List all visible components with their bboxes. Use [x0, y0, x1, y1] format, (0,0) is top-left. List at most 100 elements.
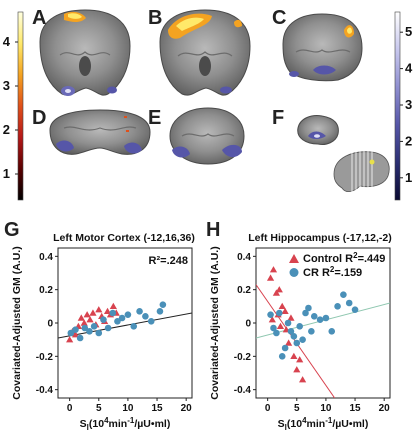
- data-point-circle: [345, 299, 353, 307]
- data-point-circle: [67, 329, 75, 337]
- data-point-circle: [273, 329, 280, 337]
- y-axis-label: Covariated-Adjusted GM (A.U.): [209, 246, 221, 399]
- data-point-triangle: [268, 316, 276, 323]
- slice-locator-inset: [333, 150, 390, 192]
- x-axis-label: Sl(104min-1/µU•ml): [278, 416, 369, 432]
- data-point-triangle: [95, 306, 103, 313]
- data-point-triangle: [77, 314, 85, 321]
- data-point-triangle: [290, 352, 298, 360]
- legend-label: Control R2=.449: [303, 251, 385, 265]
- panel-letter-e: E: [148, 107, 161, 129]
- legend-marker-circle: [289, 268, 299, 277]
- y-tick-label: 0.2: [39, 285, 53, 296]
- data-point-circle: [308, 328, 315, 335]
- data-point-circle: [340, 291, 347, 298]
- data-point-circle: [118, 314, 126, 322]
- data-point-circle: [299, 336, 306, 343]
- data-point-triangle: [285, 339, 293, 346]
- data-point-circle: [72, 326, 79, 333]
- legend-label: CR R2=.159: [303, 265, 362, 279]
- brain-slice-d: [49, 109, 151, 155]
- data-point-triangle: [272, 289, 280, 296]
- data-point-triangle: [103, 307, 112, 315]
- data-point-circle: [270, 324, 277, 332]
- panel-letter-g: G: [4, 219, 20, 241]
- x-tick-label: 5: [96, 403, 102, 414]
- x-tick-label: 0: [265, 403, 271, 414]
- colorbar-tick-label: 3: [3, 78, 10, 93]
- data-point-circle: [328, 328, 336, 335]
- brain-slice-f: [297, 115, 339, 145]
- data-point-circle: [86, 328, 93, 335]
- x-tick-label: 0: [67, 403, 73, 414]
- data-point-circle: [284, 319, 292, 327]
- brain-slice-e: [169, 107, 245, 165]
- data-point-circle: [305, 304, 312, 312]
- data-point-triangle: [71, 331, 80, 338]
- data-point-circle: [81, 324, 89, 332]
- chart-title: Left Hippocampus (-17,12,-2): [248, 232, 392, 244]
- regression-line: [58, 312, 192, 339]
- data-point-circle: [109, 309, 117, 317]
- data-point-triangle: [278, 302, 286, 310]
- y-tick-label: -0.2: [234, 352, 252, 363]
- data-point-circle: [159, 301, 167, 308]
- data-point-triangle: [287, 314, 295, 321]
- x-tick-label: 15: [151, 403, 163, 414]
- panel-letter-f: F: [272, 107, 284, 129]
- data-point-triangle: [275, 286, 283, 293]
- data-point-triangle: [281, 307, 289, 315]
- data-point-circle: [287, 328, 295, 335]
- data-point-circle: [290, 333, 298, 340]
- colorbar-tick-label: 2: [3, 122, 10, 137]
- scatter-chart-hippocampus: Left Hippocampus (-17,12,-2) 0 5 10 15 20 0.4…: [209, 232, 392, 432]
- y-axis-label: Covariated-Adjusted GM (A.U.): [11, 246, 23, 399]
- y-tick-label: 0: [47, 319, 53, 330]
- colorbar-tick-label: 4: [405, 61, 413, 76]
- data-point-triangle: [276, 322, 285, 330]
- colorbar-tick-label: 1: [405, 170, 412, 185]
- brain-slice-c: [282, 13, 363, 82]
- data-point-triangle: [269, 266, 278, 273]
- y-tick-label: -0.2: [36, 352, 54, 363]
- data-point-circle: [130, 323, 138, 330]
- data-point-circle: [351, 306, 359, 313]
- data-point-circle: [90, 323, 98, 330]
- colorbar-tick-label: 4: [3, 34, 11, 49]
- brain-slice-a: [39, 9, 131, 96]
- data-point-circle: [322, 314, 330, 322]
- data-point-circle: [296, 323, 303, 330]
- panel-letter-b: B: [148, 7, 162, 29]
- data-point-triangle: [80, 319, 88, 326]
- data-point-circle: [104, 324, 112, 332]
- panel-letter-h: H: [206, 219, 220, 241]
- data-point-circle: [76, 334, 84, 342]
- data-point-circle: [114, 318, 121, 325]
- data-point-triangle: [266, 274, 275, 281]
- colorbar-warm: 4 3 2 1: [3, 11, 24, 201]
- data-point-triangle: [296, 356, 304, 363]
- r-squared-annotation: R²=.248: [149, 255, 188, 267]
- data-point-circle: [142, 313, 149, 320]
- y-tick-label: 0.4: [39, 252, 53, 263]
- colorbar-tick-label: 3: [405, 97, 412, 112]
- data-point-circle: [95, 329, 103, 337]
- data-point-circle: [278, 353, 286, 360]
- data-point-circle: [267, 311, 274, 318]
- data-point-circle: [293, 339, 301, 347]
- x-tick-label: 5: [294, 403, 300, 414]
- data-point-circle: [156, 308, 164, 315]
- x-tick-label: 20: [181, 403, 193, 414]
- data-point-triangle: [83, 311, 91, 318]
- data-point-circle: [281, 344, 289, 352]
- colorbar-cool: 5 4 3 2 1: [394, 11, 413, 201]
- data-point-circle: [316, 316, 324, 323]
- x-axis-label: Sl(104min-1/µU•ml): [80, 416, 171, 432]
- chart-title: Left Motor Cortex (-12,16,36): [53, 232, 195, 244]
- data-point-triangle: [109, 302, 117, 310]
- data-point-triangle: [293, 366, 301, 373]
- x-tick-label: 15: [349, 403, 361, 414]
- y-tick-label: 0.2: [237, 285, 251, 296]
- data-point-circle: [310, 313, 318, 320]
- y-tick-label: 0: [245, 319, 251, 330]
